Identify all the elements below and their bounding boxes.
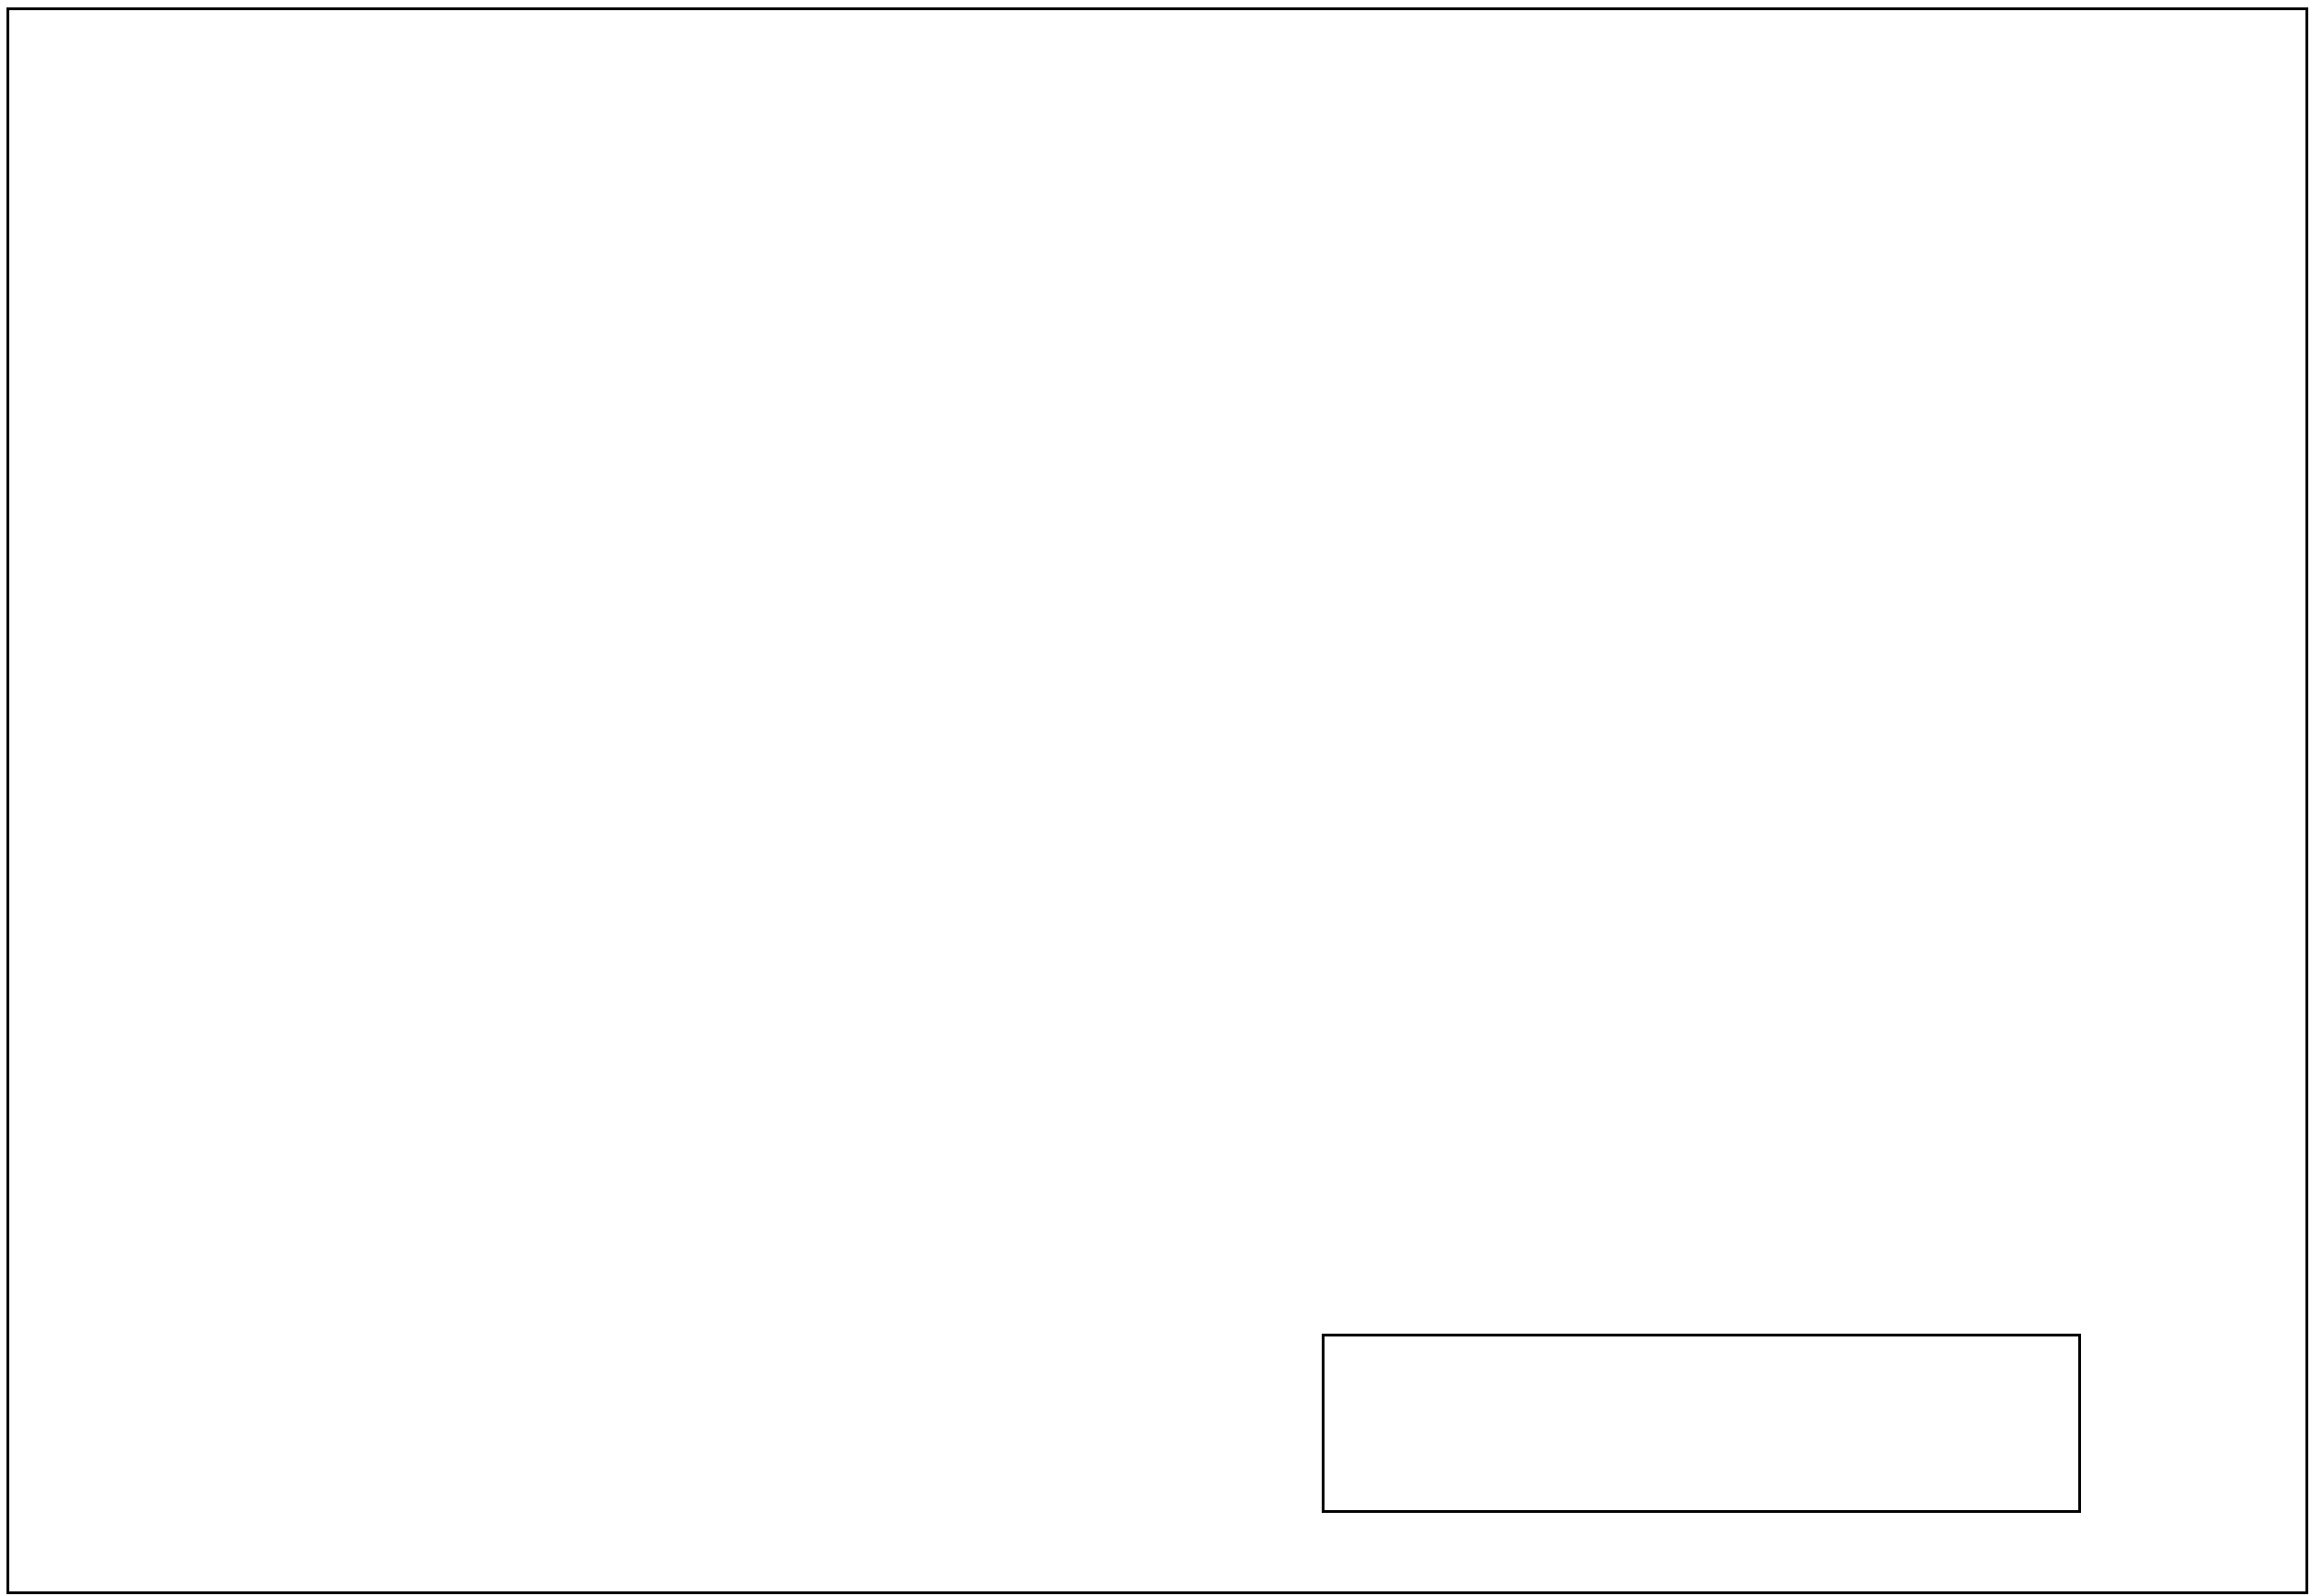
map-border (6, 7, 2308, 1594)
title-block (1322, 1334, 2081, 1513)
